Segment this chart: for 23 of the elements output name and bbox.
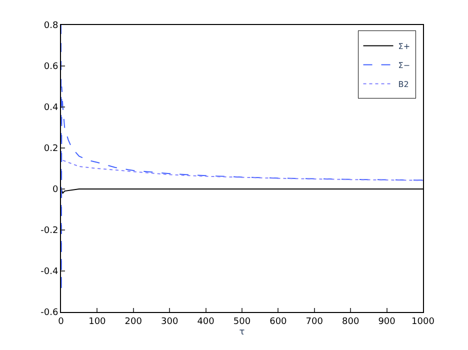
x-tick-label: 500 — [233, 316, 251, 327]
line-series — [62, 160, 423, 181]
x-tick-label: 300 — [161, 316, 178, 327]
y-tick-label: -0.4 — [40, 267, 58, 278]
y-tick-label: 0.6 — [44, 62, 58, 72]
x-tick-label: 400 — [197, 316, 215, 327]
x-tick-label: 800 — [342, 316, 360, 327]
legend-label: Σ+ — [398, 42, 410, 51]
x-tick-label: 100 — [88, 316, 106, 327]
y-tick-label: 0.8 — [44, 21, 58, 32]
x-tick-label: 1000 — [412, 316, 435, 327]
y-tick-label: 0.2 — [44, 144, 58, 154]
x-tick-label: 200 — [124, 316, 142, 327]
legend-label: Σ− — [398, 60, 410, 70]
x-tick-label: 700 — [306, 316, 324, 327]
y-tick-label: 0.4 — [44, 103, 58, 114]
y-tick-label: 0 — [52, 185, 58, 196]
x-tick-label: 900 — [378, 316, 396, 327]
x-tick-label: 600 — [270, 316, 288, 327]
y-tick-label: -0.2 — [40, 226, 58, 236]
x-axis-title: τ — [239, 328, 245, 338]
legend-label: B2 — [398, 80, 409, 89]
y-tick-label: -0.6 — [40, 308, 58, 318]
